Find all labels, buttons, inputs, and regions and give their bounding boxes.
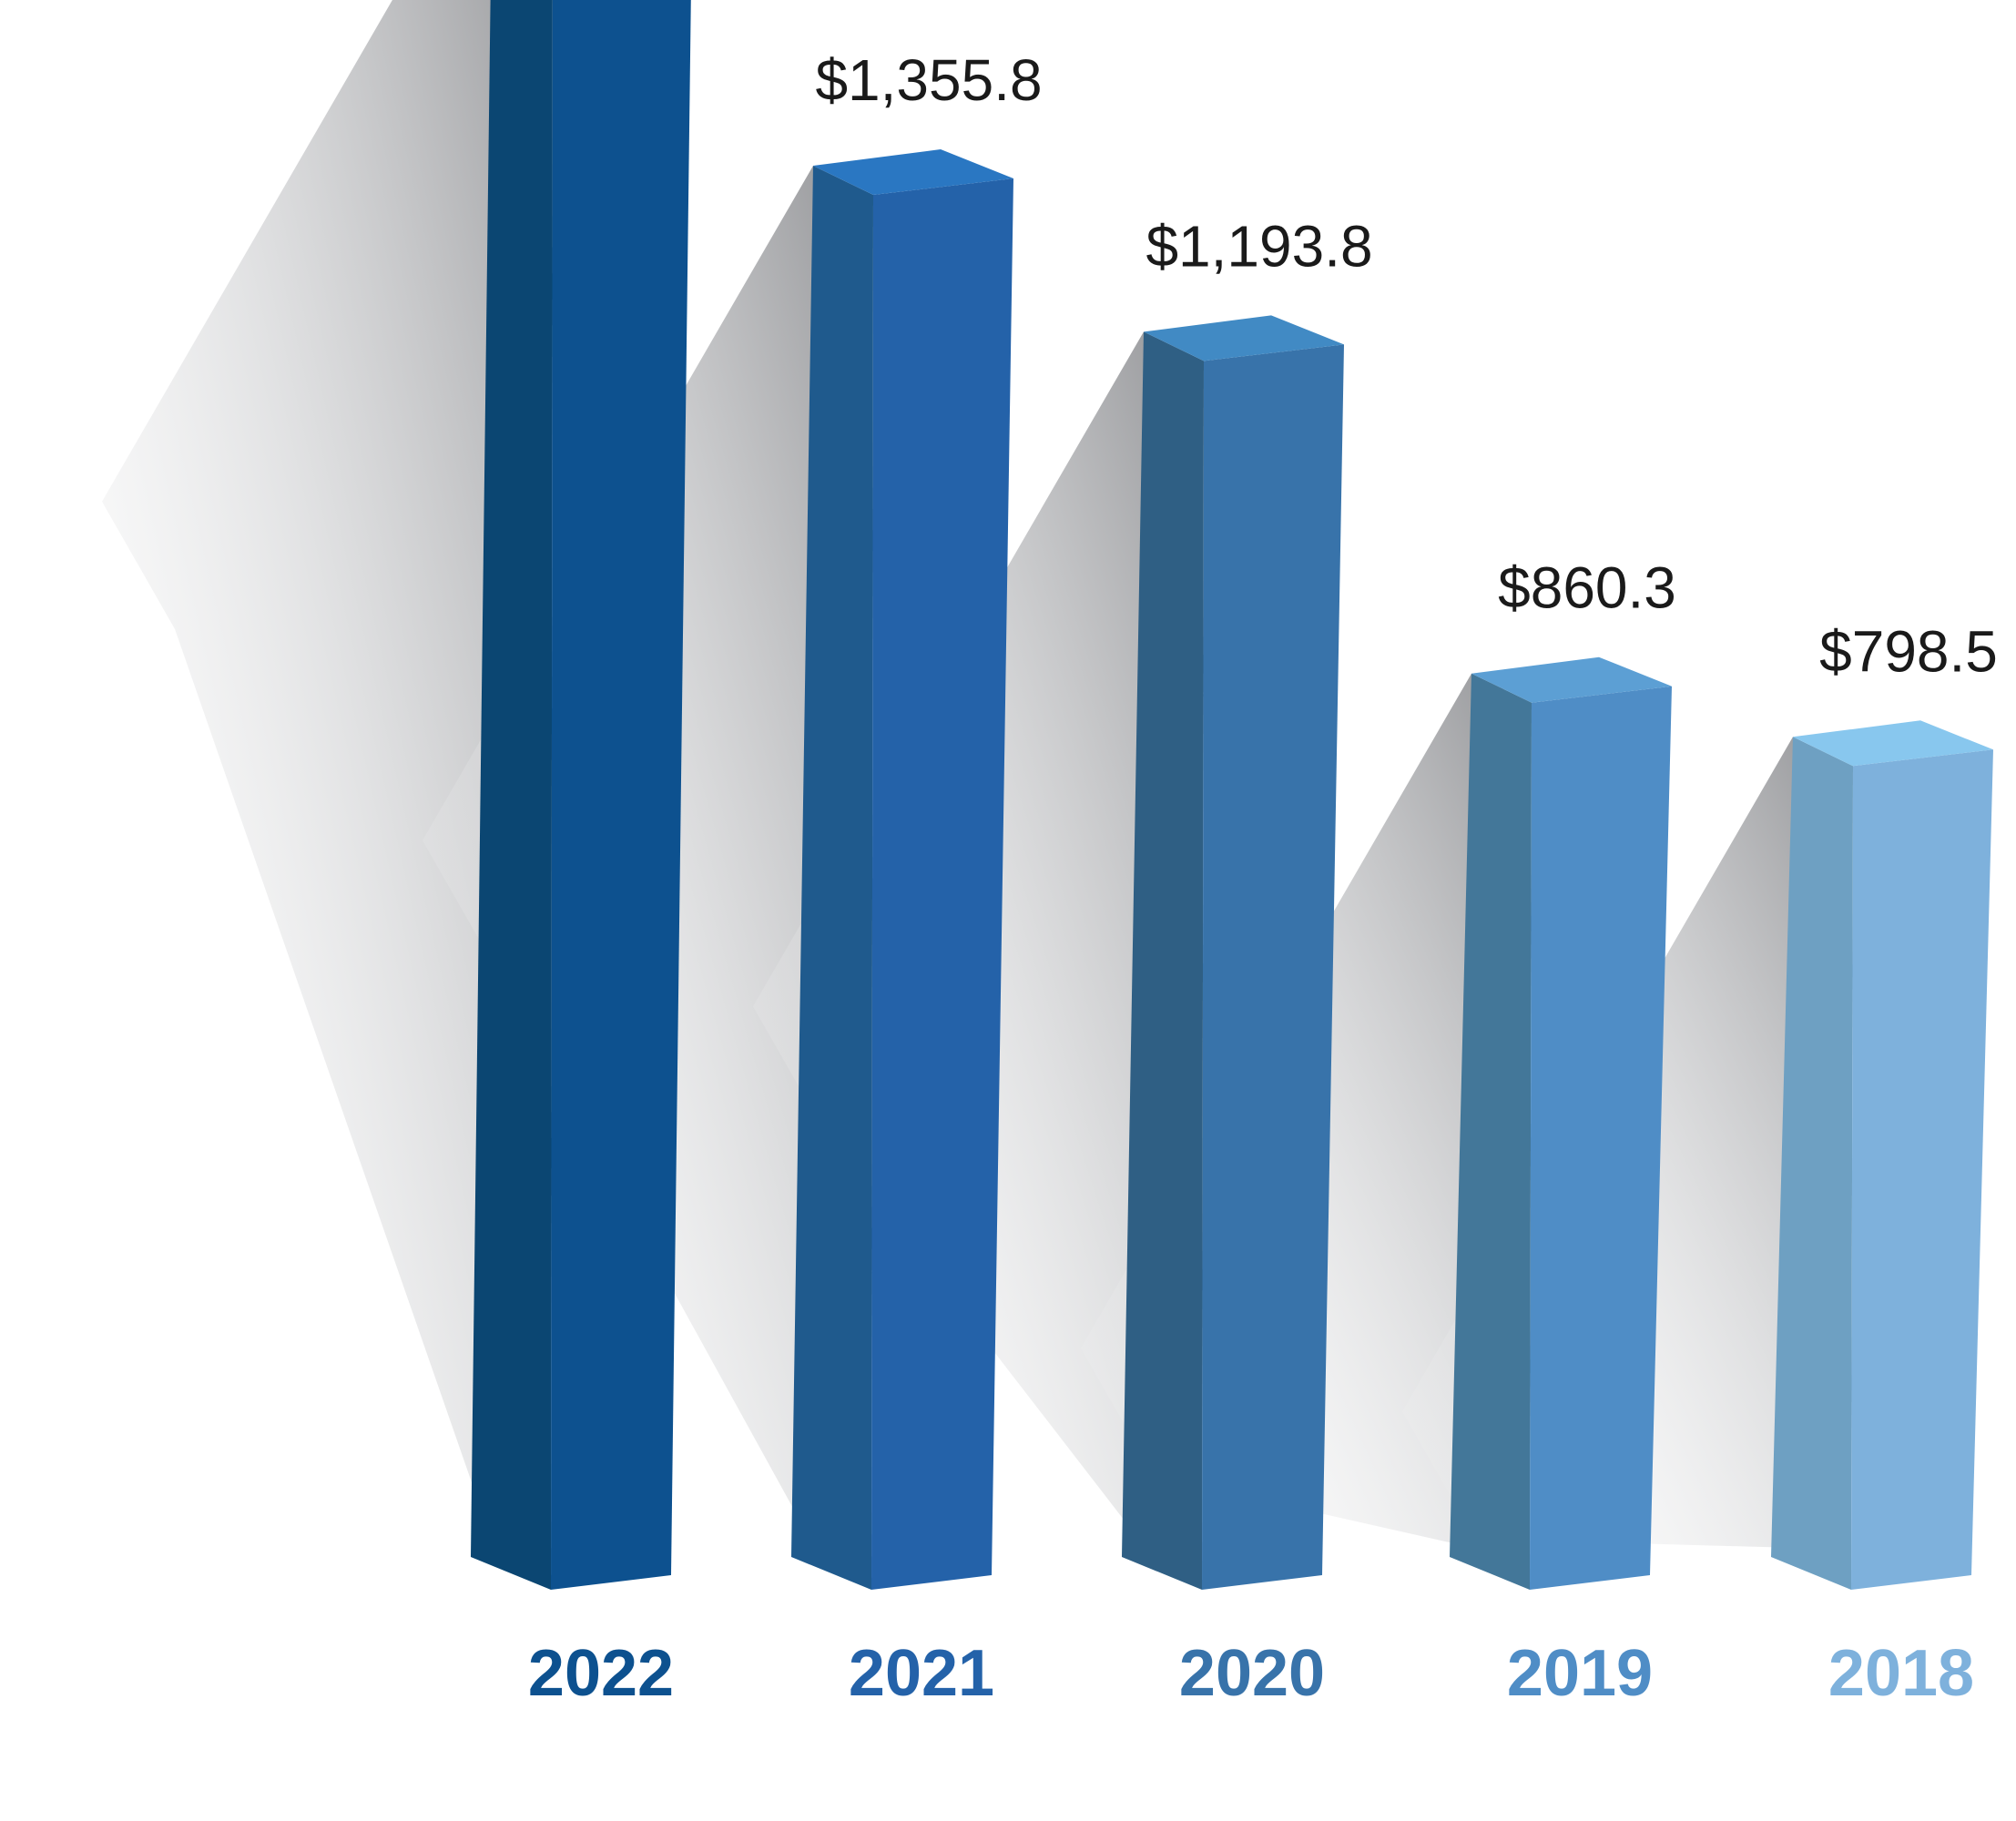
value-labels: $1,686.5$1,355.8$1,193.8$860.3$798.5 bbox=[815, 47, 1998, 684]
bar-side-face bbox=[1122, 331, 1204, 1590]
bar-side-face bbox=[471, 0, 553, 1590]
value-label-2020: $1,193.8 bbox=[1145, 213, 1372, 279]
value-label-2021: $1,355.8 bbox=[815, 47, 1042, 113]
bar-front-face bbox=[1202, 344, 1344, 1590]
bar-shadow-2022 bbox=[102, 0, 494, 1548]
bar-front-face bbox=[1851, 749, 1993, 1590]
bars bbox=[471, 0, 1993, 1590]
bar-2021 bbox=[791, 149, 1013, 1590]
bar-top-face bbox=[1793, 720, 1993, 767]
bar-2020 bbox=[1122, 315, 1344, 1590]
bar-2022 bbox=[471, 0, 691, 1590]
bar-side-face bbox=[1771, 737, 1853, 1590]
bar-front-face bbox=[1530, 686, 1672, 1590]
category-label-2019: 2019 bbox=[1507, 1637, 1653, 1710]
category-label-2021: 2021 bbox=[849, 1637, 994, 1710]
bar-side-face bbox=[791, 166, 873, 1590]
bar-top-face bbox=[813, 149, 1013, 196]
bar-2019 bbox=[1450, 656, 1672, 1590]
value-label-2019: $860.3 bbox=[1498, 555, 1676, 621]
bar-top-face bbox=[1471, 656, 1672, 703]
bar-front-face bbox=[551, 0, 691, 1590]
bar-2018 bbox=[1771, 720, 1993, 1590]
category-label-2020: 2020 bbox=[1179, 1637, 1325, 1710]
category-labels: 2022 2021 2020 2019 2018 bbox=[528, 1637, 1974, 1710]
category-label-2022: 2022 bbox=[528, 1637, 674, 1710]
bar-front-face bbox=[871, 178, 1013, 1590]
category-label-2018: 2018 bbox=[1828, 1637, 1974, 1710]
value-label-2018: $798.5 bbox=[1819, 618, 1998, 684]
bar-top-face bbox=[1144, 315, 1344, 361]
bar-side-face bbox=[1450, 673, 1532, 1590]
